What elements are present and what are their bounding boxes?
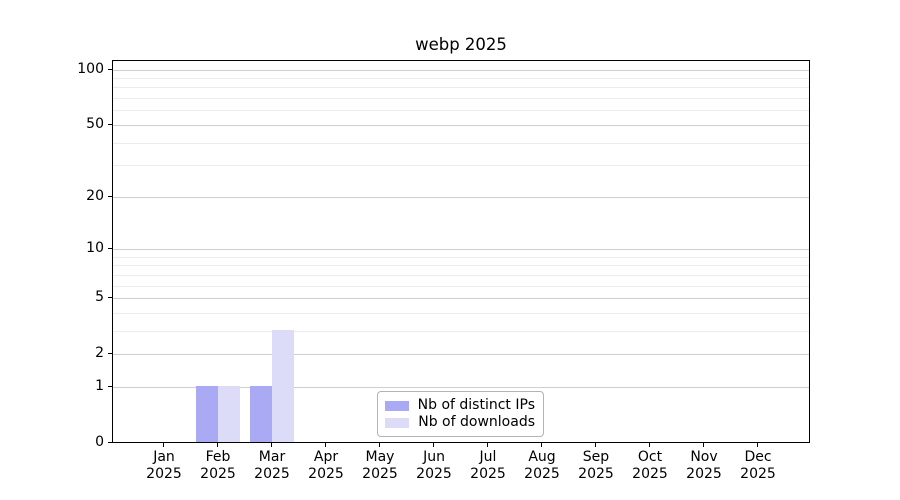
- x-tick: [541, 443, 542, 447]
- y-tick-label: 50: [86, 115, 104, 132]
- y-tick-label: 0: [95, 434, 104, 450]
- x-tick: [325, 443, 326, 447]
- gridline-major: [113, 196, 809, 198]
- y-tick-label: 20: [86, 187, 104, 204]
- x-tick-label: Oct 2025: [632, 449, 668, 482]
- x-tick: [217, 443, 218, 447]
- x-tick: [487, 443, 488, 447]
- x-tick-label: Jul 2025: [470, 449, 506, 482]
- gridline-major: [113, 124, 809, 126]
- x-tick-label: Jun 2025: [416, 449, 452, 482]
- gridline-minor: [113, 110, 809, 112]
- x-tick: [379, 443, 380, 447]
- x-tick-label: Feb 2025: [200, 449, 236, 482]
- x-tick-label: Aug 2025: [524, 449, 560, 482]
- x-tick: [163, 443, 164, 447]
- legend-label-downloads: Nb of downloads: [418, 414, 535, 430]
- y-tick: [108, 297, 112, 299]
- gridline-major: [113, 298, 809, 300]
- gridline-minor: [113, 265, 809, 267]
- gridline-minor: [113, 142, 809, 144]
- gridline-minor: [113, 285, 809, 287]
- y-tick-label: 100: [77, 60, 104, 77]
- gridline-major: [113, 69, 809, 71]
- legend-item-downloads: Nb of downloads: [385, 415, 535, 430]
- gridline-major: [113, 248, 809, 250]
- y-tick: [108, 385, 112, 387]
- legend-item-distinct-ips: Nb of distinct IPs: [385, 398, 535, 413]
- legend-swatch-distinct-ips: [385, 400, 409, 411]
- plot-area: [112, 60, 810, 443]
- x-tick-label: Sep 2025: [578, 449, 614, 482]
- gridline-minor: [113, 165, 809, 167]
- chart-title: webp 2025: [415, 35, 507, 54]
- gridline-major: [113, 354, 809, 356]
- y-tick-label: 10: [86, 239, 104, 256]
- y-tick: [108, 195, 112, 197]
- bar-distinct-ips: [196, 385, 218, 442]
- y-tick-label: 5: [95, 289, 104, 306]
- x-tick-label: May 2025: [362, 449, 398, 482]
- x-tick-label: Nov 2025: [686, 449, 722, 482]
- x-tick-label: Dec 2025: [740, 449, 776, 482]
- bar-downloads: [272, 329, 294, 442]
- y-tick: [108, 353, 112, 355]
- x-tick: [703, 443, 704, 447]
- y-tick: [108, 123, 112, 125]
- gridline-major: [113, 386, 809, 388]
- y-tick: [108, 247, 112, 249]
- x-tick: [649, 443, 650, 447]
- x-tick: [595, 443, 596, 447]
- gridline-minor: [113, 98, 809, 100]
- y-tick-label: 1: [95, 377, 104, 394]
- legend-swatch-downloads: [385, 417, 410, 428]
- x-tick: [757, 443, 758, 447]
- legend-label-distinct-ips: Nb of distinct IPs: [417, 397, 535, 413]
- y-tick: [108, 442, 112, 443]
- legend: Nb of distinct IPs Nb of downloads: [377, 391, 544, 437]
- gridline-minor: [113, 87, 809, 89]
- x-tick: [433, 443, 434, 447]
- gridline-minor: [113, 312, 809, 314]
- bar-distinct-ips: [250, 385, 272, 442]
- bar-downloads: [218, 385, 240, 442]
- x-tick: [271, 443, 272, 447]
- x-tick-label: Mar 2025: [254, 449, 290, 482]
- gridline-minor: [113, 274, 809, 276]
- gridline-minor: [113, 256, 809, 258]
- x-tick-label: Jan 2025: [146, 449, 182, 482]
- gridline-minor: [113, 330, 809, 332]
- y-tick: [108, 68, 112, 70]
- y-tick-label: 2: [95, 345, 104, 362]
- gridline-minor: [113, 78, 809, 80]
- x-tick-label: Apr 2025: [308, 449, 344, 482]
